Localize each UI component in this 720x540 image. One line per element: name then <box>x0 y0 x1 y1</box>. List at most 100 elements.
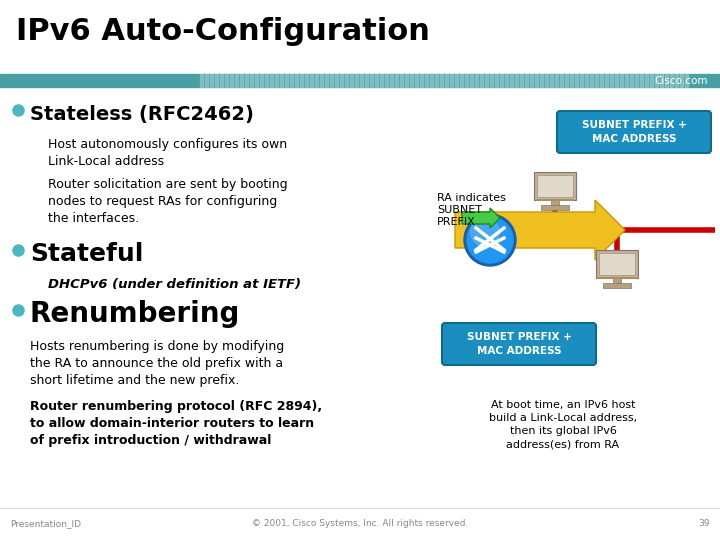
Bar <box>551 199 559 206</box>
Text: Stateful: Stateful <box>30 242 143 266</box>
Text: Host autonomously configures its own
Link-Local address: Host autonomously configures its own Lin… <box>48 138 287 168</box>
Bar <box>635 74 637 87</box>
Text: DHCPv6 (under definition at IETF): DHCPv6 (under definition at IETF) <box>48 278 301 291</box>
Polygon shape <box>455 200 625 260</box>
Bar <box>280 74 282 87</box>
Bar <box>0 87 720 508</box>
Bar <box>205 74 207 87</box>
Text: SUBNET PREFIX +
MAC ADDRESS: SUBNET PREFIX + MAC ADDRESS <box>467 333 572 356</box>
Bar <box>520 74 523 87</box>
Text: IPv6 Auto-Configuration: IPv6 Auto-Configuration <box>16 17 430 46</box>
Bar <box>605 74 608 87</box>
Bar <box>680 74 683 87</box>
Bar <box>685 74 688 87</box>
Bar <box>613 277 621 284</box>
Bar <box>200 74 202 87</box>
Bar <box>535 74 538 87</box>
FancyBboxPatch shape <box>442 323 596 365</box>
Bar <box>355 74 358 87</box>
Bar <box>385 74 387 87</box>
Bar <box>480 74 482 87</box>
Text: Cisco.com: Cisco.com <box>654 76 708 85</box>
Bar <box>460 74 462 87</box>
Bar <box>570 74 572 87</box>
Bar <box>505 74 508 87</box>
Bar <box>265 74 268 87</box>
Bar <box>475 74 477 87</box>
Bar <box>380 74 382 87</box>
Bar <box>670 74 672 87</box>
Bar <box>390 74 392 87</box>
Bar <box>565 74 567 87</box>
Bar <box>225 74 228 87</box>
Bar <box>575 74 577 87</box>
Bar <box>320 74 323 87</box>
Text: Stateless (RFC2462): Stateless (RFC2462) <box>30 105 254 124</box>
Bar <box>360 74 362 87</box>
Bar <box>240 74 243 87</box>
Bar <box>230 74 233 87</box>
Bar <box>445 74 448 87</box>
Bar <box>600 74 603 87</box>
Bar <box>585 74 588 87</box>
Bar <box>315 74 318 87</box>
Bar <box>440 74 443 87</box>
Bar <box>285 74 287 87</box>
Bar <box>395 74 397 87</box>
Bar <box>310 74 312 87</box>
Bar <box>620 74 623 87</box>
Bar <box>290 74 292 87</box>
Bar <box>590 74 593 87</box>
Bar <box>335 74 338 87</box>
Bar <box>555 74 557 87</box>
Bar <box>350 74 353 87</box>
FancyBboxPatch shape <box>541 205 569 210</box>
Bar <box>330 74 333 87</box>
Bar <box>545 74 547 87</box>
FancyBboxPatch shape <box>596 250 638 278</box>
Bar <box>655 74 657 87</box>
Bar <box>675 74 678 87</box>
Bar <box>420 74 423 87</box>
Bar <box>245 74 248 87</box>
Bar <box>625 74 628 87</box>
Circle shape <box>471 218 499 246</box>
Text: Hosts renumbering is done by modifying
the RA to announce the old prefix with a
: Hosts renumbering is done by modifying t… <box>30 340 284 387</box>
Bar <box>510 74 513 87</box>
Polygon shape <box>462 208 500 228</box>
Bar <box>490 74 492 87</box>
Text: At boot time, an IPv6 host
build a Link-Local address,
then its global IPv6
addr: At boot time, an IPv6 host build a Link-… <box>489 400 637 450</box>
Bar <box>305 74 307 87</box>
Bar <box>665 74 667 87</box>
Bar <box>495 74 498 87</box>
Bar <box>425 74 428 87</box>
Bar <box>270 74 272 87</box>
Bar <box>0 508 720 540</box>
Text: Renumbering: Renumbering <box>30 300 240 328</box>
Bar <box>640 74 642 87</box>
Bar <box>250 74 253 87</box>
Bar <box>365 74 367 87</box>
Bar <box>410 74 413 87</box>
Text: RA indicates
SUBNET
PREFIX: RA indicates SUBNET PREFIX <box>437 193 506 227</box>
Bar <box>235 74 238 87</box>
Text: SUBNET PREFIX +
MAC ADDRESS: SUBNET PREFIX + MAC ADDRESS <box>582 120 686 144</box>
Bar <box>430 74 433 87</box>
Bar <box>415 74 418 87</box>
Bar <box>275 74 277 87</box>
Bar <box>630 74 632 87</box>
Text: Presentation_ID: Presentation_ID <box>10 519 81 529</box>
FancyBboxPatch shape <box>557 111 711 153</box>
Text: Router solicitation are sent by booting
nodes to request RAs for configuring
the: Router solicitation are sent by booting … <box>48 178 287 225</box>
Bar <box>536 199 574 200</box>
Bar <box>615 74 618 87</box>
Bar <box>610 74 613 87</box>
Bar <box>0 0 720 80</box>
Bar <box>660 74 662 87</box>
Bar <box>300 74 302 87</box>
Bar <box>645 74 647 87</box>
Bar <box>255 74 258 87</box>
Bar <box>405 74 408 87</box>
Bar <box>400 74 402 87</box>
Text: 39: 39 <box>698 519 710 529</box>
